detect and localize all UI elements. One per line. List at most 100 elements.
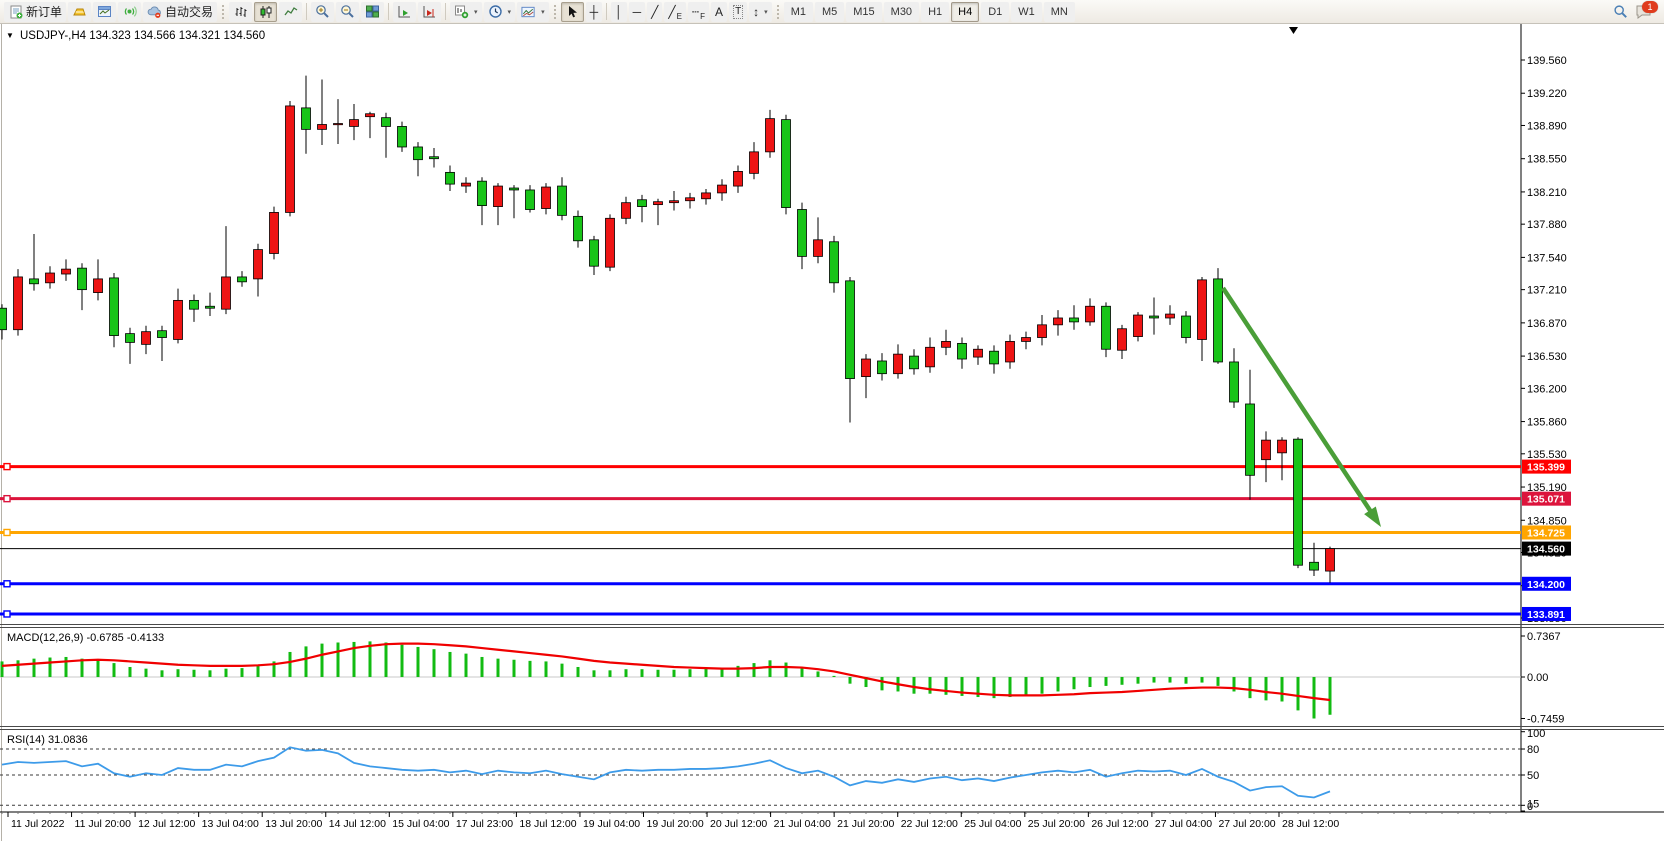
- time-axis-label[interactable]: 11 Jul 20:00: [75, 818, 132, 830]
- chart-canvas[interactable]: 139.560 139.220 138.890 138.550 138.210 137.8…: [0, 24, 1664, 841]
- rsi-scale-label: 50: [1527, 770, 1539, 782]
- horizontal-line-tool-button[interactable]: ─: [628, 1, 646, 22]
- toolbar-grip[interactable]: [552, 3, 557, 20]
- timeframe-m1-button[interactable]: M1: [783, 1, 813, 22]
- signals-icon: [122, 4, 137, 19]
- time-axis-label[interactable]: 20 Jul 12:00: [710, 818, 767, 830]
- vertical-line-tool-button[interactable]: │: [611, 1, 627, 22]
- new-order-button[interactable]: 新订单: [4, 1, 67, 22]
- cursor-tool-button[interactable]: [560, 1, 584, 22]
- bar-chart-type-button[interactable]: [229, 1, 253, 22]
- clock-icon: [488, 4, 503, 19]
- time-axis-label[interactable]: 19 Jul 04:00: [583, 818, 640, 830]
- bearish-candle: [205, 305, 215, 309]
- templates-button[interactable]: ▾: [517, 1, 549, 22]
- timeframe-mn-button[interactable]: MN: [1043, 1, 1075, 22]
- time-axis-label[interactable]: 27 Jul 20:00: [1218, 818, 1275, 830]
- time-axis-label[interactable]: 19 Jul 20:00: [647, 818, 704, 830]
- zoom-in-icon: [315, 4, 330, 19]
- timeframe-m5-button[interactable]: M5: [814, 1, 845, 22]
- macd-label: MACD(12,26,9) -0.6785 -0.4133: [7, 632, 164, 644]
- price-line-anchor[interactable]: [3, 462, 11, 471]
- equidistant-channel-tool-button[interactable]: ╱ E: [664, 1, 686, 22]
- trend-arrow-line[interactable]: [1221, 286, 1377, 519]
- macd-signal-line: [1, 642, 1331, 702]
- auto-scroll-button[interactable]: [393, 1, 417, 22]
- rsi-scale-label: 15: [1527, 798, 1539, 810]
- collapse-arrow-icon[interactable]: ▼: [6, 31, 14, 40]
- bearish-candle: [589, 239, 599, 267]
- equidistant-channel-icon: ╱: [668, 4, 676, 19]
- time-axis-label[interactable]: 25 Jul 04:00: [964, 818, 1021, 830]
- chevron-down-icon: ▾: [764, 8, 768, 16]
- new-chart-button[interactable]: ▾: [450, 1, 482, 22]
- timeframe-h4-button[interactable]: H4: [951, 1, 980, 22]
- time-axis-label[interactable]: 28 Jul 12:00: [1282, 818, 1339, 830]
- text-label-icon: T: [733, 4, 744, 19]
- template-icon: [521, 4, 536, 19]
- auto-trading-button[interactable]: 自动交易: [143, 1, 218, 22]
- price-line-badge-label: 135.399: [1527, 462, 1565, 474]
- toolbar-grip[interactable]: [775, 3, 780, 20]
- price-tick-label: 136.200: [1527, 383, 1567, 395]
- arrows-tool-button[interactable]: ↕ ▾: [749, 1, 772, 22]
- time-axis-label[interactable]: 15 Jul 04:00: [392, 818, 449, 830]
- gold-ingot-icon: [72, 4, 87, 19]
- price-line-anchor[interactable]: [3, 528, 11, 537]
- time-axis-label[interactable]: 27 Jul 04:00: [1155, 818, 1212, 830]
- bearish-candle: [157, 330, 167, 338]
- search-icon[interactable]: [1613, 4, 1628, 19]
- fibonacci-tool-button[interactable]: ┄ F: [687, 1, 710, 22]
- notifications-button[interactable]: 1: [1635, 0, 1658, 20]
- line-chart-icon: [283, 4, 298, 19]
- price-line-anchor[interactable]: [3, 494, 11, 503]
- bullish-candle: [333, 123, 343, 126]
- text-tool-button[interactable]: A: [711, 1, 728, 22]
- time-axis-label[interactable]: 25 Jul 20:00: [1028, 818, 1085, 830]
- zoom-out-button[interactable]: [336, 1, 360, 22]
- price-line-badge-label: 134.725: [1527, 527, 1565, 539]
- trendline-tool-button[interactable]: ╱: [647, 1, 663, 22]
- market-watch-button[interactable]: [93, 1, 117, 22]
- chart-shift-button[interactable]: [418, 1, 442, 22]
- price-tick-label: 136.870: [1527, 318, 1567, 330]
- time-axis-label[interactable]: 21 Jul 04:00: [774, 818, 831, 830]
- bearish-candle: [1245, 403, 1255, 476]
- time-axis-label[interactable]: 26 Jul 12:00: [1091, 818, 1148, 830]
- timeframe-m30-button[interactable]: M30: [883, 1, 920, 22]
- toolbar-grip[interactable]: [221, 3, 226, 20]
- line-chart-type-button[interactable]: [279, 1, 303, 22]
- time-axis-label[interactable]: 18 Jul 12:00: [519, 818, 576, 830]
- new-order-label: 新订单: [26, 5, 63, 19]
- timeframe-m15-button[interactable]: M15: [846, 1, 882, 22]
- bullish-candle: [893, 353, 903, 375]
- time-axis-label[interactable]: 11 Jul 2022: [11, 818, 65, 830]
- deposit-button[interactable]: [68, 1, 92, 22]
- main-toolbar: 新订单 自动交易: [0, 0, 1664, 24]
- time-axis-label[interactable]: 13 Jul 20:00: [265, 818, 322, 830]
- signals-button[interactable]: [118, 1, 142, 22]
- time-axis-label[interactable]: 22 Jul 12:00: [901, 818, 958, 830]
- price-line-anchor[interactable]: [3, 610, 11, 618]
- bullish-candle: [1021, 337, 1031, 342]
- time-axis-label[interactable]: 21 Jul 20:00: [837, 818, 894, 830]
- bearish-candle: [1293, 438, 1303, 566]
- bullish-candle: [141, 331, 151, 345]
- crosshair-tool-button[interactable]: ┼: [585, 1, 603, 22]
- time-axis-label[interactable]: 17 Jul 23:00: [456, 818, 513, 830]
- price-line-anchor[interactable]: [3, 580, 11, 588]
- chart-shift-marker[interactable]: [1289, 27, 1298, 34]
- text-label-tool-button[interactable]: T: [729, 1, 748, 22]
- time-axis-label[interactable]: 13 Jul 04:00: [202, 818, 259, 830]
- price-tick-label: 137.880: [1527, 219, 1567, 231]
- timeframe-d1-button[interactable]: D1: [981, 1, 1010, 22]
- price-line-badge: [1522, 576, 1571, 591]
- periods-button[interactable]: ▾: [483, 1, 516, 22]
- timeframe-w1-button[interactable]: W1: [1011, 1, 1042, 22]
- time-axis-label[interactable]: 12 Jul 12:00: [138, 818, 195, 830]
- candlestick-chart-type-button[interactable]: [254, 1, 278, 22]
- timeframe-h1-button[interactable]: H1: [921, 1, 950, 22]
- time-axis-label[interactable]: 14 Jul 12:00: [329, 818, 386, 830]
- tile-windows-button[interactable]: [361, 1, 385, 22]
- zoom-in-button[interactable]: [311, 1, 335, 22]
